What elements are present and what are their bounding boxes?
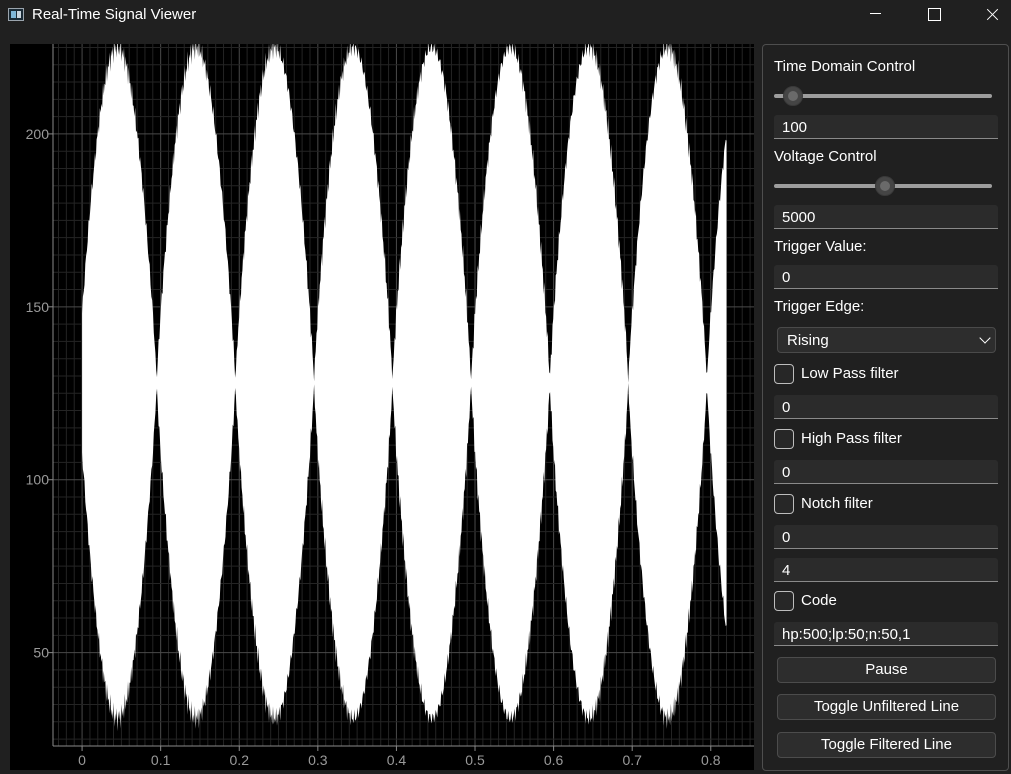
y-tick-label: 200 — [26, 126, 50, 142]
trigger-edge-select[interactable]: Rising — [777, 327, 996, 353]
x-tick-label: 0.3 — [308, 752, 328, 768]
notch-label: Notch filter — [801, 495, 873, 512]
slider-track — [774, 94, 992, 98]
axis-ticks: 0 0.1 0.2 0.3 0.4 0.5 0.6 0.7 0.8 200 150 100 50 — [26, 126, 721, 768]
plot-canvas[interactable]: 0 0.1 0.2 0.3 0.4 0.5 0.6 0.7 0.8 200 150 100 50 — [10, 44, 754, 770]
signal-waveform — [82, 44, 727, 732]
voltage-input[interactable]: 5000 — [774, 205, 998, 229]
x-tick-label: 0.8 — [701, 752, 721, 768]
voltage-label: Voltage Control — [774, 148, 877, 165]
signal-plot[interactable]: 0 0.1 0.2 0.3 0.4 0.5 0.6 0.7 0.8 200 150 100 50 — [10, 44, 754, 770]
minimize-icon[interactable] — [852, 0, 898, 30]
y-tick-label: 150 — [26, 299, 50, 315]
slider-thumb[interactable] — [875, 176, 896, 196]
time-domain-label: Time Domain Control — [774, 58, 916, 75]
trigger-value-input[interactable]: 0 — [774, 265, 998, 289]
signal-envelope — [82, 44, 727, 732]
time-domain-input[interactable]: 100 — [774, 115, 998, 139]
time-domain-slider[interactable] — [774, 86, 992, 106]
window-title: Real-Time Signal Viewer — [32, 6, 197, 23]
chevron-down-icon — [979, 332, 991, 344]
low-pass-label: Low Pass filter — [801, 365, 899, 382]
pause-button[interactable]: Pause — [777, 657, 996, 683]
voltage-slider[interactable] — [774, 176, 992, 196]
toggle-filtered-button[interactable]: Toggle Filtered Line — [777, 732, 996, 758]
low-pass-input[interactable]: 0 — [774, 395, 998, 419]
low-pass-checkbox[interactable] — [774, 364, 794, 384]
x-tick-label: 0.6 — [544, 752, 564, 768]
notch-width-input[interactable]: 4 — [774, 558, 998, 582]
x-tick-label: 0.4 — [387, 752, 407, 768]
app-window-icon — [8, 8, 24, 21]
x-tick-label: 0 — [78, 752, 86, 768]
y-tick-label: 100 — [26, 472, 50, 488]
notch-frequency-input[interactable]: 0 — [774, 525, 998, 549]
high-pass-input[interactable]: 0 — [774, 460, 998, 484]
close-icon[interactable] — [968, 0, 1011, 30]
x-tick-label: 0.7 — [622, 752, 642, 768]
trigger-value-label: Trigger Value: — [774, 238, 867, 255]
x-tick-label: 0.2 — [230, 752, 250, 768]
code-checkbox[interactable] — [774, 591, 794, 611]
plot-axes — [52, 44, 754, 747]
notch-checkbox[interactable] — [774, 494, 794, 514]
code-label: Code — [801, 592, 837, 609]
toggle-unfiltered-button[interactable]: Toggle Unfiltered Line — [777, 694, 996, 720]
title-bar: Real-Time Signal Viewer — [0, 0, 1011, 30]
control-panel: Time Domain Control 100 Voltage Control … — [762, 44, 1009, 771]
trigger-edge-value: Rising — [787, 332, 829, 349]
slider-thumb[interactable] — [782, 86, 803, 106]
code-input[interactable]: hp:500;lp:50;n:50,1 — [774, 622, 998, 646]
maximize-icon[interactable] — [910, 0, 956, 30]
x-tick-label: 0.1 — [151, 752, 171, 768]
y-tick-label: 50 — [33, 645, 49, 661]
x-tick-label: 0.5 — [465, 752, 485, 768]
high-pass-label: High Pass filter — [801, 430, 902, 447]
trigger-edge-label: Trigger Edge: — [774, 298, 865, 315]
high-pass-checkbox[interactable] — [774, 429, 794, 449]
